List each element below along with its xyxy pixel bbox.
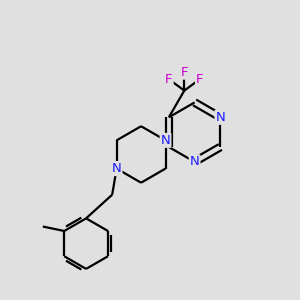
Text: N: N	[215, 111, 225, 124]
Text: N: N	[161, 134, 170, 147]
Text: F: F	[181, 66, 188, 79]
Text: F: F	[165, 73, 172, 86]
Text: N: N	[190, 155, 200, 168]
Text: F: F	[196, 73, 203, 86]
Text: N: N	[112, 162, 122, 175]
